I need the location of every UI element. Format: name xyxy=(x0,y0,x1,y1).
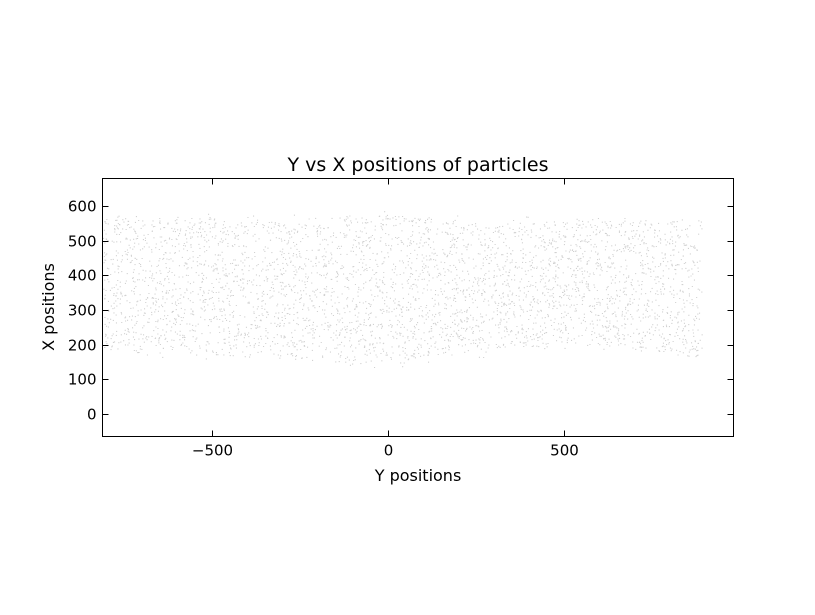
y-tick-label: 500 xyxy=(68,233,97,251)
x-axis-ticks: −500 0 500 xyxy=(192,178,579,460)
scatter-point-cloud xyxy=(103,211,703,369)
plot-frame xyxy=(102,178,734,437)
y-tick-label: 200 xyxy=(68,337,97,355)
y-axis-ticks: 0 100 200 300 400 500 600 xyxy=(68,198,734,424)
x-tick-label: −500 xyxy=(192,442,233,460)
x-axis-label: Y positions xyxy=(374,466,462,485)
y-axis-label: X positions xyxy=(39,263,58,351)
y-tick-label: 0 xyxy=(87,406,97,424)
y-tick-label: 100 xyxy=(68,371,97,389)
x-tick-label: 500 xyxy=(550,442,579,460)
y-tick-label: 600 xyxy=(68,198,97,216)
plot-area xyxy=(103,211,703,369)
y-tick-label: 400 xyxy=(68,267,97,285)
scatter-points xyxy=(103,211,703,369)
y-tick-label: 300 xyxy=(68,302,97,320)
x-tick-label: 0 xyxy=(384,442,394,460)
chart-title: Y vs X positions of particles xyxy=(287,154,549,176)
